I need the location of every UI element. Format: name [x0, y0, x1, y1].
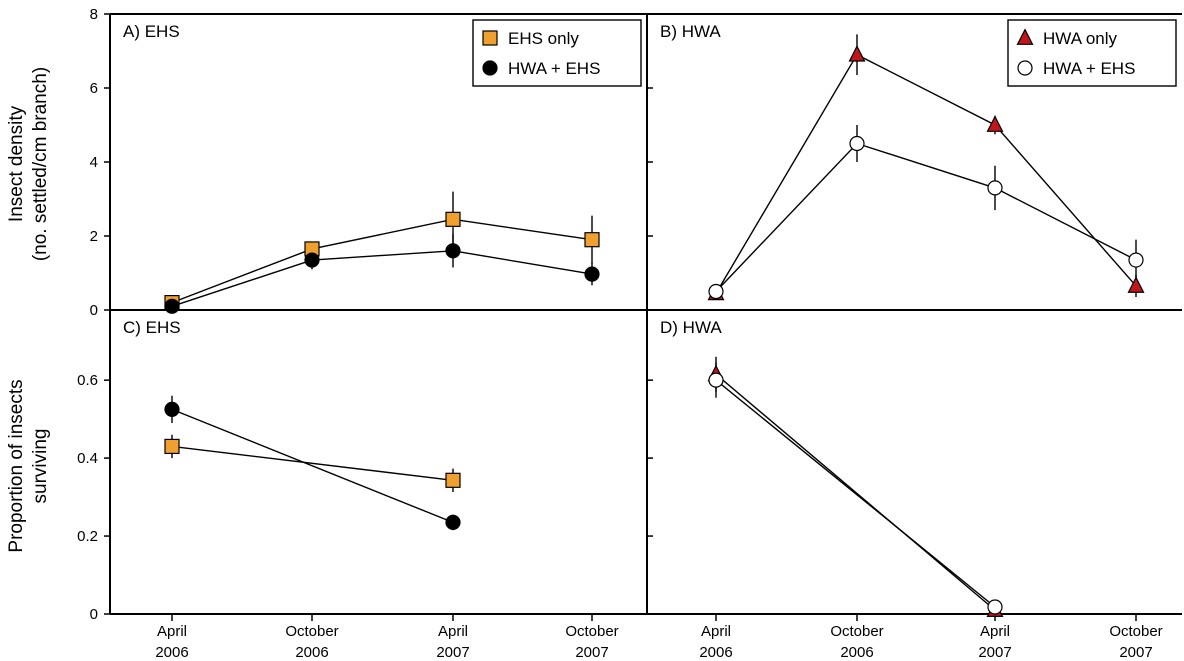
y-axis-label-density-line-2: (no. settled/cm branch) — [30, 67, 51, 261]
x-tick-label-left-1-line-1: April — [157, 623, 187, 640]
panel-b-series-2-point-3 — [987, 180, 1003, 196]
panel-c-series-1-line — [171, 445, 454, 482]
panel-b-legend-box — [1007, 19, 1177, 87]
x-tick-label-right-1-line-1: April — [701, 623, 731, 640]
x-tick-label-right-3-line-2: 2007 — [978, 644, 1011, 661]
panel-a-legend-label-2: HWA + EHS — [508, 59, 600, 78]
panel-c-y-tick-label-3: 0.4 — [77, 450, 98, 467]
panel-d-series-2-point-2 — [987, 599, 1003, 615]
panel-a-y-tick-label-5: 8 — [90, 6, 98, 23]
panel-b-legend-marker-1 — [1016, 28, 1034, 45]
panel-a-series-2-point-4 — [584, 266, 600, 282]
chart-marks — [164, 19, 1177, 618]
y-axis-label-survival-line-1: Proportion of insects — [6, 379, 27, 552]
x-tick-label-right-4-line-1: October — [1109, 623, 1162, 640]
x-tick-label-left-2-line-1: October — [285, 623, 338, 640]
panel-b-legend-label-2: HWA + EHS — [1043, 59, 1135, 78]
panel-b-legend-marker-2 — [1017, 60, 1033, 76]
panel-b-series-2-point-2 — [849, 135, 865, 152]
panel-a-y-tick-label-3: 4 — [90, 154, 98, 171]
panel-a-legend-box — [472, 19, 642, 87]
panel-b-series-1-point-3 — [986, 115, 1004, 132]
panel-a-series-1-point-3 — [445, 211, 461, 227]
x-tick-label-right-2-line-1: October — [830, 623, 883, 640]
panel-b-series-2-line — [715, 142, 1137, 292]
panel-b-series-1-point-2 — [848, 44, 866, 62]
x-tick-label-right-1-line-2: 2006 — [699, 644, 732, 661]
y-axis-label-density-line-1: Insect density — [6, 105, 27, 222]
panel-b-series-2-point-4 — [1128, 252, 1144, 268]
y-axis-label-survival-line-2: surviving — [30, 429, 51, 504]
x-tick-label-left-4-line-1: October — [565, 623, 618, 640]
panel-b-series-2-point-1 — [708, 283, 724, 300]
panel-c-y-tick-label-1: 0 — [90, 606, 98, 623]
panel-c-label: C) EHS — [123, 318, 181, 337]
chart-frame — [104, 13, 1182, 621]
panel-c-y-tick-label-2: 0.2 — [77, 528, 98, 545]
panel-b-label: B) HWA — [660, 22, 721, 41]
panel-a-y-tick-label-1: 0 — [90, 302, 98, 319]
panel-a-series-2-point-1 — [164, 298, 180, 314]
panel-a-y-tick-label-2: 2 — [90, 228, 98, 245]
x-tick-label-left-3-line-2: 2007 — [436, 644, 469, 661]
panel-c-series-1-point-1 — [164, 438, 180, 455]
panel-d-series-2-line — [715, 379, 996, 608]
panel-a-series-2-point-3 — [445, 243, 461, 259]
panel-a-series-1-point-4 — [584, 232, 600, 248]
x-tick-label-right-2-line-2: 2006 — [840, 644, 873, 661]
panel-a-series-1-line — [171, 218, 593, 304]
panel-c-series-2-point-2 — [445, 514, 461, 531]
x-tick-label-left-3-line-1: April — [438, 623, 468, 640]
x-tick-label-left-4-line-2: 2007 — [575, 644, 608, 661]
chart-labels: Insect density (no. settled/cm branch) Pro… — [6, 6, 1163, 661]
panel-d-series-2-point-1 — [708, 372, 724, 388]
panel-a-legend-marker-2 — [482, 60, 498, 76]
panel-b-series-1-point-4 — [1127, 276, 1145, 293]
panel-b-series-1-line — [715, 53, 1137, 294]
panel-a-legend-label-1: EHS only — [508, 29, 579, 48]
panel-c-y-tick-label-4: 0.6 — [77, 372, 98, 389]
panel-a-legend-marker-1 — [482, 30, 498, 46]
panel-c-series-2-line — [171, 408, 454, 524]
panel-c-series-1-point-2 — [445, 472, 461, 488]
x-tick-label-left-2-line-2: 2006 — [295, 644, 328, 661]
panel-a-y-tick-label-4: 6 — [90, 80, 98, 97]
panel-c-series-2-point-1 — [164, 401, 180, 417]
x-tick-label-left-1-line-2: 2006 — [155, 644, 188, 661]
panel-d-label: D) HWA — [660, 318, 722, 337]
panel-a-series-2-line — [171, 250, 593, 307]
panel-d-series-1-line — [715, 373, 996, 611]
x-tick-label-right-3-line-1: April — [980, 623, 1010, 640]
x-tick-label-right-4-line-2: 2007 — [1119, 644, 1152, 661]
panel-a-label: A) EHS — [123, 22, 180, 41]
panel-a-series-2-point-2 — [304, 252, 320, 268]
panel-b-legend-label-1: HWA only — [1043, 29, 1118, 48]
